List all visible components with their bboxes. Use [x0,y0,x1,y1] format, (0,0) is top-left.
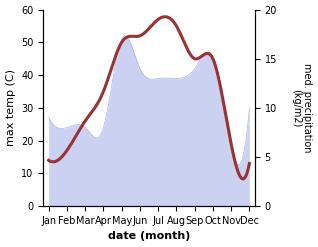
X-axis label: date (month): date (month) [108,231,190,242]
Y-axis label: med. precipitation
(kg/m2): med. precipitation (kg/m2) [291,63,313,153]
Y-axis label: max temp (C): max temp (C) [5,69,16,146]
